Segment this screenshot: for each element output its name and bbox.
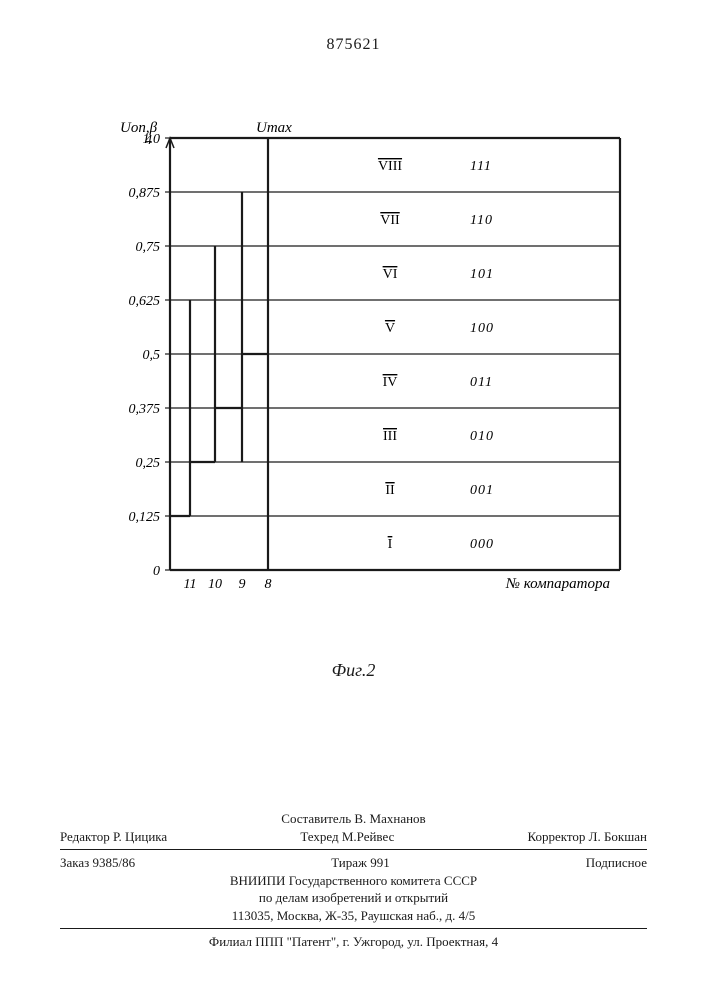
row-code: 000 xyxy=(470,537,494,552)
row-code: 110 xyxy=(470,213,493,228)
ytick-label: 0 xyxy=(153,564,160,579)
figure-caption: Фиг.2 xyxy=(332,660,376,681)
xtick-label: 8 xyxy=(265,577,272,592)
row-roman: VII xyxy=(380,213,400,228)
ytick-label: 0,75 xyxy=(136,240,161,255)
xtick-label: 10 xyxy=(208,577,222,592)
ytick-label: 0,625 xyxy=(129,294,161,309)
ytick-label: 0,125 xyxy=(129,510,161,525)
footer-addr: 113035, Москва, Ж-35, Раушская наб., д. … xyxy=(60,907,647,925)
row-code: 010 xyxy=(470,429,494,444)
row-roman: V xyxy=(385,321,395,336)
row-code: 111 xyxy=(470,159,492,174)
footer-branch: Филиал ППП "Патент", г. Ужгород, ул. Про… xyxy=(60,933,647,951)
footer-corrector: Корректор Л. Бокшан xyxy=(527,828,647,846)
footer-tirage: Тираж 991 xyxy=(331,854,390,872)
ytick-label: 0,25 xyxy=(136,456,161,471)
footer-rule-2 xyxy=(60,928,647,929)
comparator-chart: Uоп,β400,1250,250,3750,50,6250,750,8751.… xyxy=(70,120,640,680)
chart-svg: Uоп,β400,1250,250,3750,50,6250,750,8751.… xyxy=(70,120,640,680)
footer-compiler: Составитель В. Махнанов xyxy=(60,810,647,828)
footer-signed: Подписное xyxy=(586,854,647,872)
xtick-label: 9 xyxy=(239,577,246,592)
row-roman: VI xyxy=(383,267,398,282)
row-roman: II xyxy=(385,483,395,498)
umax-label: Umax xyxy=(256,120,292,136)
footer-block: Составитель В. Махнанов Редактор Р. Цици… xyxy=(60,810,647,951)
footer-rule-1 xyxy=(60,849,647,850)
row-roman: VIII xyxy=(378,159,402,174)
row-code: 011 xyxy=(470,375,493,390)
footer-order: Заказ 9385/86 xyxy=(60,854,135,872)
footer-techred: Техред М.Рейвес xyxy=(300,828,394,846)
footer-editor: Редактор Р. Цицика xyxy=(60,828,167,846)
ytick-label: 0,5 xyxy=(143,348,161,363)
xtick-label: 11 xyxy=(184,577,197,592)
x-axis-title: № компаратора xyxy=(505,576,610,592)
ytick-label: 0,375 xyxy=(129,402,161,417)
row-roman: III xyxy=(383,429,397,444)
page-number: 875621 xyxy=(327,36,381,54)
row-code: 101 xyxy=(470,267,494,282)
row-roman: IV xyxy=(383,375,398,390)
row-roman: I xyxy=(388,537,393,552)
footer-org1: ВНИИПИ Государственного комитета СССР xyxy=(60,872,647,890)
ytick-label: 1.0 xyxy=(143,132,161,147)
row-code: 100 xyxy=(470,321,494,336)
footer-org2: по делам изобретений и открытий xyxy=(60,889,647,907)
ytick-label: 0,875 xyxy=(129,186,161,201)
row-code: 001 xyxy=(470,483,494,498)
